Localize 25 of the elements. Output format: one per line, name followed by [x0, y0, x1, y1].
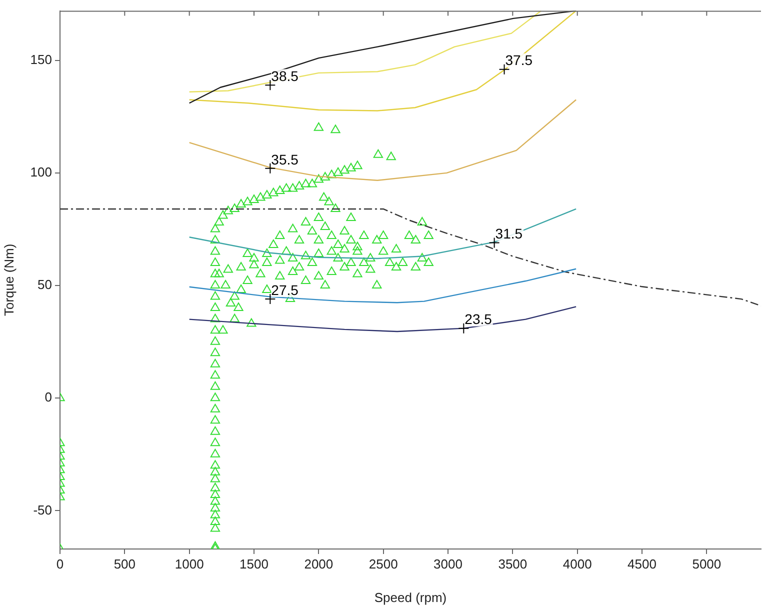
x-tick-label: 1000	[174, 556, 204, 572]
x-axis-title: Speed (rpm)	[374, 590, 447, 605]
x-tick-label: 0	[56, 556, 64, 572]
annotation: 35.5	[271, 151, 299, 168]
x-tick-label: 5000	[692, 556, 722, 572]
x-tick-label: 3500	[498, 556, 528, 572]
y-axis-title: Torque (Nm)	[1, 244, 16, 316]
x-tick-label: 3000	[434, 556, 462, 572]
x-tick-label: 2500	[368, 556, 398, 572]
annotation: 31.5	[495, 226, 523, 242]
annotation: 23.5	[464, 311, 492, 328]
x-tick-label: 1500	[240, 556, 268, 572]
annotation: 38.5	[271, 68, 299, 84]
y-tick-label: -50	[33, 502, 52, 518]
line-series	[60, 208, 761, 306]
annotation: 37.5	[505, 52, 533, 68]
y-tick-label: 50	[38, 277, 52, 292]
x-tick-label: 4500	[628, 556, 656, 572]
y-tick-label: 0	[44, 390, 52, 405]
x-tick-label: 2000	[304, 556, 334, 572]
x-tick-label: 4000	[562, 556, 592, 572]
y-tick-label: 100	[30, 164, 52, 180]
annotation: 27.5	[271, 282, 299, 298]
x-tick-label: 500	[114, 556, 136, 572]
y-tick-label: 150	[30, 52, 52, 67]
